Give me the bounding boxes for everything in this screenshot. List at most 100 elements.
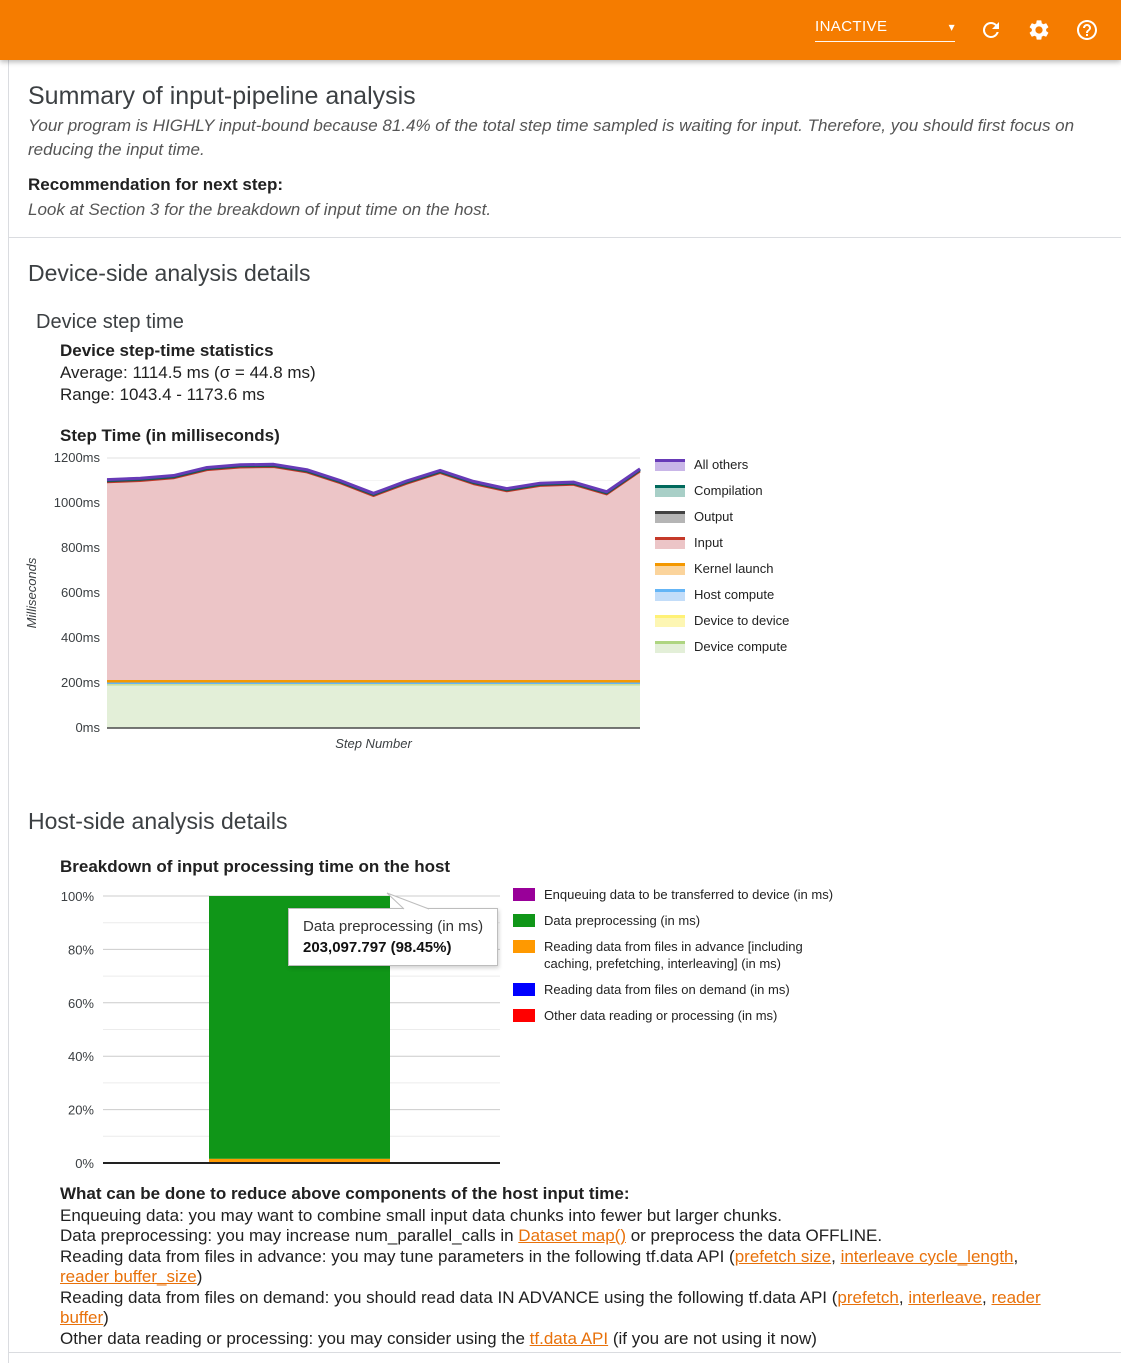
link-prefetch[interactable]: prefetch — [837, 1287, 899, 1307]
legend-item: Data preprocessing (in ms) — [513, 912, 844, 929]
svg-text:60%: 60% — [68, 996, 94, 1011]
gear-icon[interactable] — [1027, 18, 1051, 42]
device-step-time-subtitle: Device step time — [36, 311, 184, 333]
svg-text:100%: 100% — [61, 889, 95, 904]
legend-item: Reading data from files in advance [incl… — [513, 938, 844, 972]
bar-segment-ff9900 — [209, 1158, 390, 1163]
advice-tip-4: Reading data from files on demand: you s… — [60, 1288, 1068, 1329]
tooltip-callout-arrow — [386, 892, 430, 910]
legend-swatch — [513, 940, 535, 953]
tooltip-series-name: Data preprocessing (in ms) — [303, 918, 484, 935]
caret-down-icon: ▾ — [948, 19, 955, 34]
y-tick-labels: 0% 20% 40% 60% 80% 100% — [61, 889, 95, 1171]
svg-text:1000ms: 1000ms — [54, 495, 101, 510]
step-time-area-chart[interactable]: 0ms 200ms 400ms 600ms 800ms 1000ms 1200ms Milli… — [20, 448, 680, 758]
host-advice-title: What can be done to reduce above compone… — [60, 1184, 630, 1203]
host-chart-title: Breakdown of input processing time on th… — [60, 857, 451, 876]
svg-text:400ms: 400ms — [61, 630, 101, 645]
capture-status-label: INACTIVE — [815, 18, 888, 35]
host-advice-list: Enqueuing data: you may want to combine … — [60, 1206, 1068, 1350]
svg-text:1200ms: 1200ms — [54, 450, 101, 465]
legend-label: Host compute — [694, 587, 775, 602]
link-dataset-map-[interactable]: Dataset map() — [518, 1226, 626, 1245]
y-axis-title: Milliseconds — [24, 557, 39, 628]
legend-label: Input — [694, 535, 723, 550]
link-interleave-cycle-length[interactable]: interleave cycle_length — [840, 1246, 1014, 1266]
step-chart-legend: All others Compilation Output Input Kernel l… — [655, 456, 789, 664]
x-axis-title: Step Number — [335, 736, 412, 751]
y-tick-labels: 0ms 200ms 400ms 600ms 800ms 1000ms 1200ms — [54, 450, 101, 735]
legend-label: Other data reading or processing (in ms) — [544, 1008, 778, 1023]
legend-item-all-others: All others — [655, 456, 789, 473]
legend-label: Output — [694, 509, 734, 524]
step-chart-title: Step Time (in milliseconds) — [60, 426, 280, 445]
stacked-areas — [107, 464, 640, 728]
link-prefetch-size[interactable]: prefetch size — [734, 1246, 832, 1266]
legend-label: Compilation — [694, 483, 763, 498]
tip-text: Other data reading or processing: you ma… — [60, 1328, 530, 1348]
bottom-divider — [9, 1352, 1121, 1353]
tip-text: Reading data from files in advance: you … — [60, 1246, 735, 1266]
area-device-compute — [107, 684, 640, 728]
device-stats-range: Range: 1043.4 - 1173.6 ms — [60, 385, 265, 404]
legend-swatch — [655, 589, 685, 601]
svg-text:80%: 80% — [68, 942, 94, 957]
legend-swatch — [655, 563, 685, 575]
tip-text: or preprocess the data OFFLINE. — [626, 1226, 883, 1245]
legend-swatch — [513, 914, 535, 927]
legend-label: Enqueuing data to be transferred to devi… — [544, 887, 834, 902]
legend-swatch — [655, 485, 685, 497]
advice-tip-1: Enqueuing data: you may want to combine … — [60, 1206, 1068, 1227]
legend-label: Reading data from files in advance [incl… — [544, 939, 803, 971]
tooltip-value: 203,097.797 (98.45%) — [303, 939, 452, 956]
legend-swatch — [655, 615, 685, 627]
legend-label: Device compute — [694, 639, 788, 654]
legend-swatch — [655, 641, 685, 653]
tip-text: Data preprocessing: you may increase num… — [60, 1226, 519, 1245]
chart-tooltip: Data preprocessing (in ms) 203,097.797 (… — [288, 908, 499, 966]
tip-text: Enqueuing data: you may want to combine … — [60, 1205, 782, 1225]
legend-label: Kernel launch — [694, 561, 774, 576]
link-reader-buffer-size[interactable]: reader buffer_size — [60, 1267, 197, 1286]
svg-text:800ms: 800ms — [61, 540, 101, 555]
legend-item-host-compute: Host compute — [655, 586, 789, 603]
device-stats-title: Device step-time statistics — [60, 341, 274, 360]
advice-tip-2: Data preprocessing: you may increase num… — [60, 1226, 1068, 1247]
legend-swatch — [513, 983, 535, 996]
refresh-icon[interactable] — [979, 18, 1003, 42]
tip-text: , — [898, 1287, 909, 1307]
tip-text: Reading data from files on demand: you s… — [60, 1287, 838, 1307]
legend-item: Enqueuing data to be transferred to devi… — [513, 886, 844, 903]
host-section-title: Host-side analysis details — [28, 808, 288, 834]
app-header: INACTIVE ▾ — [0, 0, 1121, 60]
legend-item-compilation: Compilation — [655, 482, 789, 499]
legend-item-kernel-launch: Kernel launch — [655, 560, 789, 577]
link-tf-data-api[interactable]: tf.data API — [529, 1328, 609, 1348]
svg-text:200ms: 200ms — [61, 675, 101, 690]
legend-item-output: Output — [655, 508, 789, 525]
legend-swatch — [655, 511, 685, 523]
advice-tip-3: Reading data from files in advance: you … — [60, 1247, 1068, 1288]
capture-status-select[interactable]: INACTIVE ▾ — [815, 18, 955, 42]
legend-swatch — [513, 1009, 535, 1022]
legend-swatch — [513, 888, 535, 901]
summary-title: Summary of input-pipeline analysis — [28, 82, 416, 110]
legend-label: Data preprocessing (in ms) — [544, 913, 701, 928]
device-section-title: Device-side analysis details — [28, 260, 311, 286]
tip-text: , — [831, 1246, 841, 1266]
section-divider — [9, 237, 1121, 238]
host-advice-block: What can be done to reduce above compone… — [60, 1184, 1068, 1349]
legend-swatch — [655, 537, 685, 549]
tip-text: , — [1013, 1246, 1019, 1266]
link-interleave[interactable]: interleave — [908, 1287, 983, 1307]
svg-text:0ms: 0ms — [75, 720, 100, 735]
recommendation-label: Recommendation for next step: — [28, 175, 284, 194]
legend-item-input: Input — [655, 534, 789, 551]
link-reader-buffer[interactable]: reader buffer — [60, 1287, 1041, 1328]
legend-label: Device to device — [694, 613, 790, 628]
svg-text:20%: 20% — [68, 1103, 94, 1118]
help-icon[interactable] — [1075, 18, 1099, 42]
device-stats-average: Average: 1114.5 ms (σ = 44.8 ms) — [60, 363, 316, 382]
content-left-border — [8, 60, 9, 1363]
